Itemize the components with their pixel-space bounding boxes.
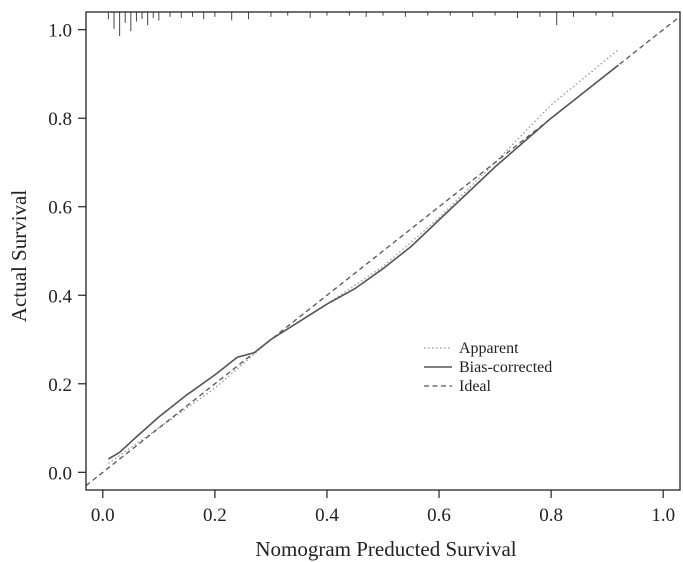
- series-line-ideal: [85, 15, 681, 487]
- axes: 0.0 0.2 0.4 0.6 0.8 1.0 0.0 0.2 0.4 0.6 0.8 1.0: [48, 11, 681, 526]
- x-tick-label: 0.6: [427, 505, 451, 526]
- plot-area: [85, 12, 681, 487]
- x-tick-label: 0.8: [539, 505, 563, 526]
- y-tick-label: 0.8: [48, 109, 72, 130]
- y-tick-label: 0.0: [48, 463, 72, 484]
- legend: Apparent Bias-corrected Ideal: [424, 340, 552, 395]
- y-tick-label: 0.4: [48, 286, 72, 307]
- legend-label: Ideal: [459, 378, 492, 395]
- y-tick-label: 0.6: [48, 198, 72, 219]
- legend-label: Bias-corrected: [459, 359, 552, 376]
- legend-label: Apparent: [459, 340, 519, 357]
- x-tick-label: 0.4: [315, 505, 339, 526]
- x-tick-label: 0.2: [203, 505, 227, 526]
- plot-frame: [85, 11, 681, 491]
- x-axis-title: Nomogram Preducted Survival: [255, 537, 516, 561]
- y-tick-label: 0.2: [48, 375, 72, 396]
- y-axis-title: Actual Survival: [7, 190, 31, 323]
- x-tick-label: 1.0: [651, 505, 675, 526]
- series-line-bias-corrected: [107, 64, 619, 460]
- x-tick-label: 0.0: [91, 505, 115, 526]
- y-tick-label: 1.0: [48, 21, 72, 42]
- series-line-apparent: [108, 49, 619, 464]
